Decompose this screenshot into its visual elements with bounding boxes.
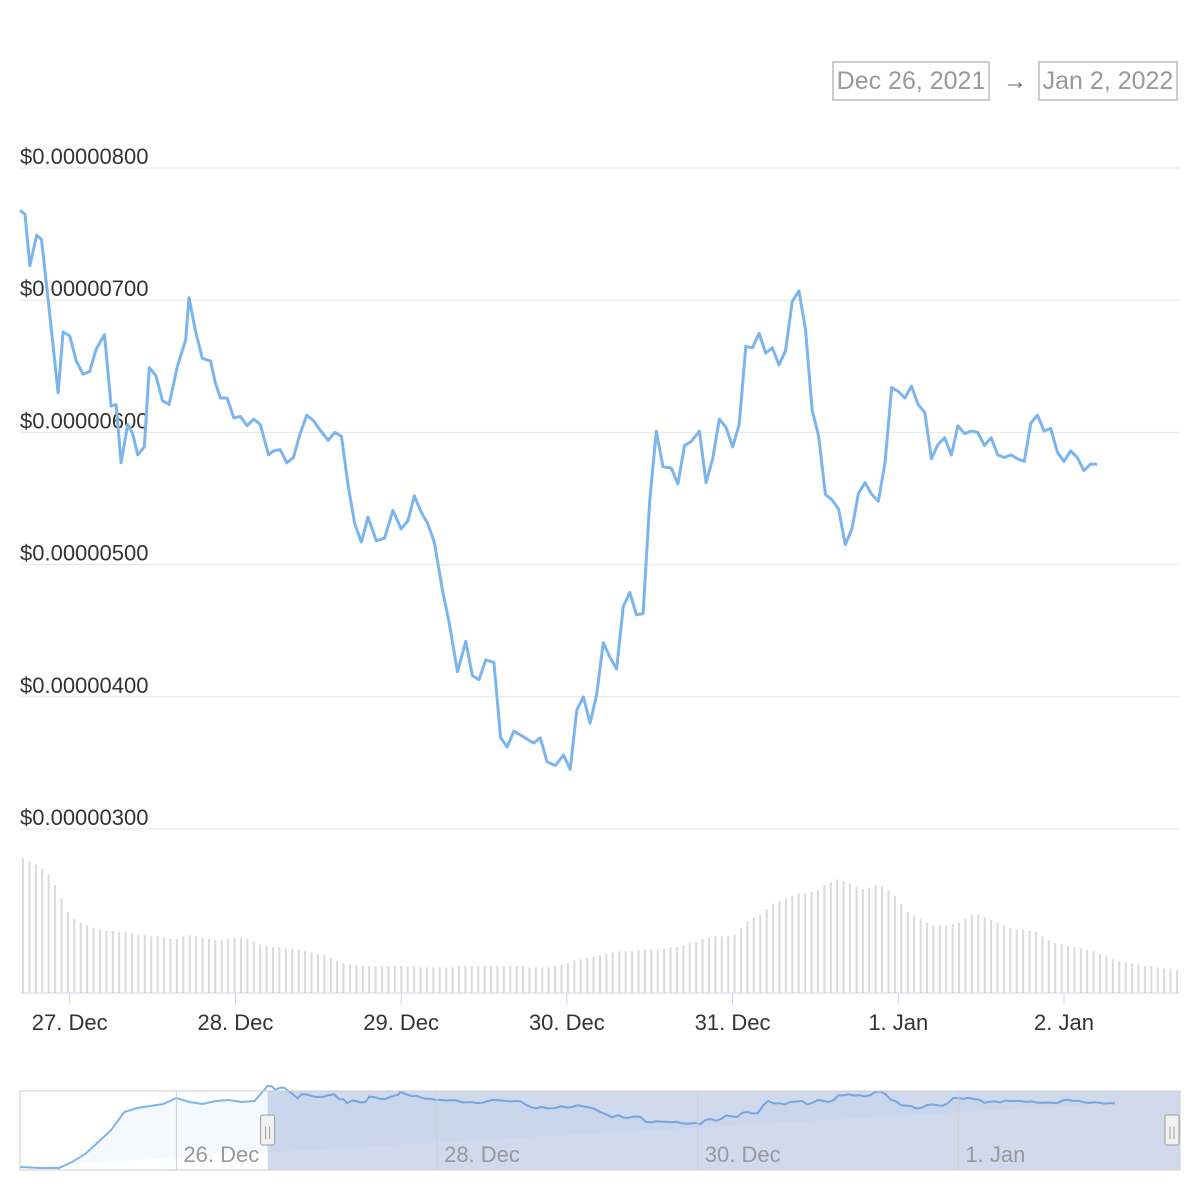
navigator-x-label: 28. Dec	[444, 1142, 520, 1167]
handle-grip-icon: ||	[264, 1125, 272, 1139]
volume-bars	[22, 858, 1178, 993]
y-axis-label: $0.00000500	[20, 541, 148, 566]
x-axis-label: 28. Dec	[198, 1010, 274, 1035]
navigator-x-label: 26. Dec	[183, 1142, 259, 1167]
navigator-outline	[19, 1090, 1181, 1171]
navigator-background	[20, 1091, 1180, 1170]
y-axis-label: $0.00000700	[20, 276, 148, 301]
navigator-x-label: 30. Dec	[705, 1142, 781, 1167]
x-axis-label: 1. Jan	[868, 1010, 928, 1035]
handle-body[interactable]	[260, 1114, 276, 1146]
grid-lines	[20, 167, 1180, 830]
x-axis-label: 29. Dec	[363, 1010, 439, 1035]
price-line[interactable]	[19, 209, 1098, 771]
date-range-from-input[interactable]: Dec 26, 2021	[832, 61, 990, 101]
navigator-handle-left[interactable]: ||	[260, 1114, 276, 1146]
handle-body[interactable]	[1164, 1114, 1180, 1146]
navigator[interactable]: 26. Dec 28. Dec 30. Dec 1. Jan || ||	[19, 1084, 1181, 1171]
x-axis: 27. Dec 28. Dec 29. Dec 30. Dec 31. Dec 1. Ja…	[20, 992, 1180, 1035]
x-axis-label: 31. Dec	[695, 1010, 771, 1035]
x-axis-label: 2. Jan	[1034, 1010, 1094, 1035]
handle-grip-icon: ||	[1168, 1125, 1176, 1139]
navigator-series-area	[20, 1085, 1115, 1168]
y-axis-labels: $0.00000800$0.00000700$0.00000600$0.0000…	[20, 144, 148, 830]
x-axis-label: 30. Dec	[529, 1010, 605, 1035]
y-axis-label: $0.00000300	[20, 805, 148, 830]
range-arrow: →	[1003, 68, 1027, 95]
navigator-handle-right[interactable]: ||	[1164, 1114, 1180, 1146]
price-series[interactable]	[19, 209, 1098, 771]
y-axis-label: $0.00000400	[20, 673, 148, 698]
navigator-selected-range[interactable]	[267, 1091, 1180, 1170]
navigator-x-label: 1. Jan	[965, 1142, 1025, 1167]
date-range-to-input[interactable]: Jan 2, 2022	[1038, 61, 1178, 101]
x-axis-label: 27. Dec	[32, 1010, 108, 1035]
navigator-series-line	[19, 1084, 1115, 1169]
y-axis-label: $0.00000800	[20, 144, 148, 169]
